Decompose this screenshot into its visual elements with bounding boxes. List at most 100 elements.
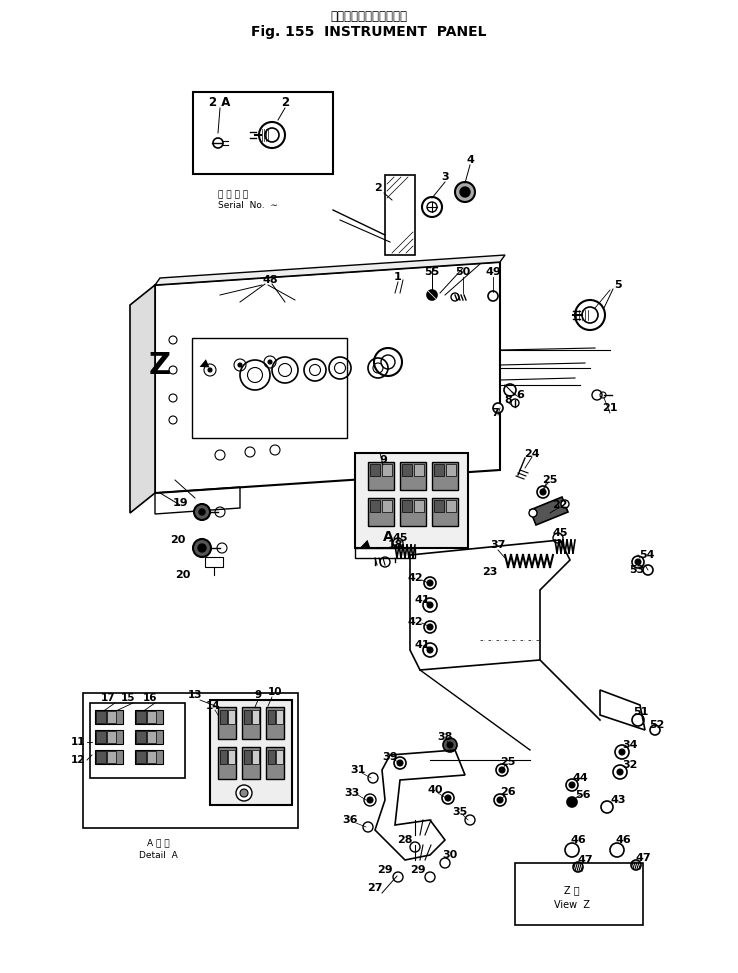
Circle shape [367,797,373,803]
Polygon shape [155,255,505,285]
Polygon shape [130,285,155,513]
Circle shape [259,122,285,148]
Bar [95,710,123,724]
Circle shape [575,300,605,330]
Text: 35: 35 [452,807,468,817]
Text: 22: 22 [552,500,568,510]
Bar [276,710,283,724]
Text: 7: 7 [491,408,499,418]
Circle shape [238,363,242,367]
Bar [107,711,116,723]
Bar [370,500,380,512]
Bar [252,710,259,724]
Circle shape [497,797,503,803]
Text: 33: 33 [345,788,359,798]
Text: 53: 53 [630,565,644,575]
Circle shape [213,138,223,148]
Circle shape [443,738,457,752]
Bar [135,750,163,764]
Bar [402,500,412,512]
Bar [228,710,235,724]
Circle shape [265,128,279,142]
Text: 24: 24 [524,449,539,459]
Text: 42: 42 [407,573,423,583]
Bar [446,464,456,476]
Circle shape [493,403,503,413]
Bar [382,464,392,476]
Bar [268,750,275,764]
Bar [220,710,227,724]
Circle shape [194,504,210,520]
Text: 9: 9 [255,690,261,700]
Bar [107,731,116,743]
Bar [147,711,156,723]
Circle shape [394,757,406,769]
Text: 適 用 番 号: 適 用 番 号 [218,191,248,199]
Circle shape [460,187,470,197]
Bar [400,498,426,526]
Circle shape [397,760,403,766]
Text: 6: 6 [516,390,524,400]
Bar [107,751,116,763]
Bar [136,751,146,763]
Circle shape [427,290,437,300]
Text: 46: 46 [615,835,631,845]
Bar [242,747,260,779]
Text: 27: 27 [368,883,383,893]
Bar [96,751,106,763]
Text: 54: 54 [639,550,655,560]
Circle shape [198,544,206,552]
Text: 18: 18 [387,540,403,550]
Text: 32: 32 [622,760,638,770]
Circle shape [582,307,598,323]
Bar [96,731,106,743]
Text: 44: 44 [572,773,588,783]
Circle shape [529,509,537,517]
Circle shape [567,797,577,807]
Bar [252,750,259,764]
Bar [193,92,333,174]
Circle shape [445,795,451,801]
Text: 36: 36 [342,815,358,825]
Bar [90,703,185,778]
Text: 1: 1 [394,272,402,282]
Text: 5: 5 [614,280,622,290]
Text: 8: 8 [504,395,512,405]
Text: 29: 29 [410,865,426,875]
Text: 23: 23 [483,567,497,577]
Bar [220,750,227,764]
Text: 45: 45 [552,528,568,538]
Text: Fig. 155  INSTRUMENT  PANEL: Fig. 155 INSTRUMENT PANEL [251,25,487,39]
Text: A: A [382,530,393,544]
Text: 55: 55 [424,267,440,277]
Bar [210,700,292,805]
Bar [96,711,106,723]
Text: 9: 9 [379,455,387,465]
Text: 37: 37 [490,540,506,550]
Text: 2: 2 [281,95,289,109]
Circle shape [619,749,625,755]
Text: 2: 2 [374,183,382,193]
Text: 17: 17 [100,693,115,703]
Text: Z: Z [149,350,171,379]
Bar [432,498,458,526]
Text: View  Z: View Z [554,900,590,910]
Text: 41: 41 [414,640,430,650]
Text: 40: 40 [427,785,443,795]
Text: 2 A: 2 A [210,95,231,109]
Bar [95,750,123,764]
Text: インスツルメントパネル: インスツルメントパネル [331,11,407,23]
Bar [382,500,392,512]
Circle shape [447,742,453,748]
Bar [370,464,380,476]
Text: 4: 4 [466,155,474,165]
Circle shape [540,489,546,495]
Bar [402,464,412,476]
Circle shape [422,197,442,217]
Bar [446,500,456,512]
Polygon shape [355,453,468,548]
Circle shape [499,767,505,773]
Bar [276,750,283,764]
Bar [515,863,643,925]
Text: 20: 20 [170,535,186,545]
